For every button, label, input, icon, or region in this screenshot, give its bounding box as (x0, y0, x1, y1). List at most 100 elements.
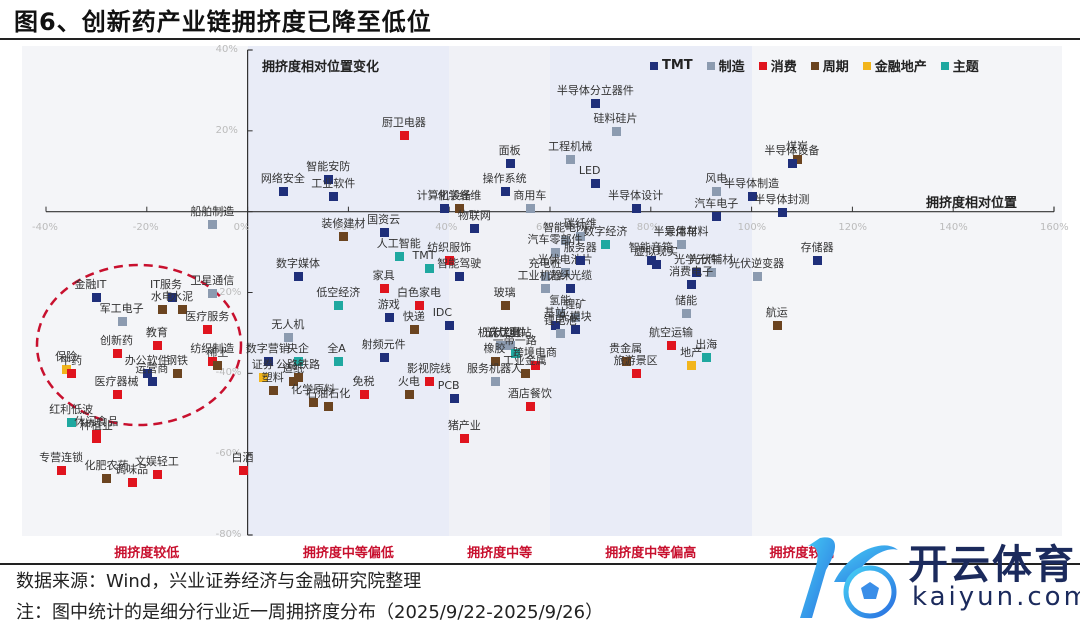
data-point-label: 石油石化 (306, 386, 351, 400)
title-divider (0, 38, 1080, 40)
data-point-marker (178, 304, 188, 314)
data-point-label: 造纸 (281, 362, 304, 376)
zone-label: 拥挤度中等 (467, 546, 533, 561)
data-point-marker (707, 268, 717, 278)
data-point-label: 央企 (287, 342, 309, 356)
zone-band (751, 46, 1054, 536)
data-point-marker (601, 240, 611, 249)
data-point-label: 汽车电子 (694, 196, 739, 210)
legend-item: 主题 (940, 56, 979, 75)
data-point-marker (414, 300, 424, 310)
legend-swatch-icon (650, 61, 658, 70)
data-point-label: 化肥农药 (84, 459, 129, 473)
data-point-marker (152, 470, 162, 480)
data-point-marker (379, 353, 389, 363)
data-point-marker (500, 187, 510, 197)
data-point-label: 火电 (397, 374, 420, 388)
data-point-marker (112, 389, 122, 399)
data-point-label: 智能驾驶 (437, 257, 482, 271)
data-point-marker (208, 219, 218, 229)
data-point-marker (268, 385, 278, 395)
data-point-label: 化学原料 (291, 382, 336, 396)
x-tick-label: 100% (737, 221, 767, 233)
data-point-marker (500, 300, 510, 310)
data-point-label: 猪产业 (447, 419, 481, 432)
legend-label: 主题 (952, 60, 979, 75)
watermark-en: kaiyun.com (912, 582, 1080, 612)
data-point-label: 计算机设备 (416, 188, 472, 202)
data-point-label: 射频元件 (361, 338, 406, 352)
data-point-marker (576, 231, 586, 241)
data-point-label: 光伏辅材 (689, 253, 734, 267)
data-point-marker (631, 203, 641, 213)
data-point-marker (278, 187, 288, 197)
data-point-marker (152, 341, 162, 351)
data-point-marker (450, 393, 460, 403)
zone-label: 拥挤度中等偏高 (605, 546, 697, 561)
data-point-label: 数字营销 (245, 342, 290, 356)
legend-item: 消费 (758, 56, 797, 75)
legend-item: TMT (650, 56, 693, 75)
data-point-label: 碳纤维 (563, 216, 597, 230)
data-point-marker (238, 466, 248, 476)
data-point-marker (62, 365, 72, 375)
data-point-label: 旅游景区 (613, 354, 658, 368)
data-point-label: 军工电子 (99, 301, 144, 315)
data-point-label: 船舶制造 (190, 204, 235, 218)
data-point-marker (712, 187, 722, 197)
x-tick-label: 140% (939, 221, 968, 233)
data-point-marker (92, 292, 102, 302)
data-point-label: 贵金属 (609, 342, 643, 356)
data-point-label: 充电桩 (528, 257, 562, 271)
data-point-label: 商用车 (513, 188, 547, 202)
data-point-marker (712, 211, 722, 221)
data-point-marker (677, 240, 687, 249)
data-point-marker (530, 361, 540, 371)
data-point-marker (556, 328, 566, 338)
logo-k-icon (800, 537, 898, 619)
data-point-label: 光伏电站 (487, 326, 532, 340)
data-source: 数据来源：Wind，兴业证券经济与金融研究院整理 (16, 571, 422, 592)
data-point-marker (455, 203, 465, 213)
data-point-marker (208, 357, 218, 367)
data-point-label: 影视院线 (407, 362, 452, 376)
data-point-marker (67, 369, 77, 379)
data-point-marker (566, 155, 576, 165)
y-tick-label: -80% (215, 529, 242, 540)
data-point-label: 光伏逆变器 (729, 257, 785, 271)
data-point-marker (67, 417, 77, 427)
data-point-label: 出海 (695, 338, 718, 352)
data-point-marker (294, 272, 303, 282)
x-tick-label: 40% (435, 221, 458, 233)
data-point-marker (324, 175, 334, 185)
zone-label: 拥挤度较低 (114, 546, 180, 561)
data-point-label: 汽车零部件 (527, 233, 583, 247)
data-point-marker (425, 264, 435, 274)
x-tick-label: 60% (536, 221, 559, 233)
data-point-marker (409, 324, 419, 334)
data-point-marker (525, 203, 535, 213)
data-point-marker (621, 357, 631, 367)
data-point-label: 塑料 (261, 370, 284, 384)
data-point-marker (687, 361, 697, 371)
data-point-label: 光纤光缆 (548, 269, 593, 283)
data-point-label: 玻璃 (493, 285, 516, 299)
data-point-label: 航运 (765, 305, 788, 319)
legend-label: TMT (662, 58, 693, 73)
data-point-marker (384, 312, 394, 322)
data-point-marker (147, 377, 157, 387)
data-point-marker (540, 272, 550, 282)
data-point-marker (334, 300, 344, 310)
data-point-label: 专营连锁 (39, 451, 84, 465)
data-point-label: 低空经济 (316, 285, 361, 299)
data-point-marker (359, 389, 369, 399)
data-point-marker (460, 434, 470, 443)
data-point-label: 地产 (680, 346, 703, 360)
data-point-label: 国资云 (367, 212, 401, 226)
data-point-marker (425, 377, 435, 387)
data-point-marker (203, 324, 213, 334)
data-point-label: 厨卫电器 (381, 115, 426, 129)
data-point-label: 纺织制造 (190, 342, 235, 356)
data-point-label: 水泥 (171, 289, 194, 303)
